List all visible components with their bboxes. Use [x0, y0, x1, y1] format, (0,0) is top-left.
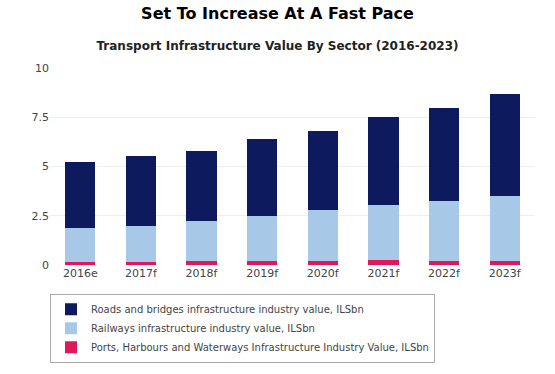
svg-text:2021f: 2021f [368, 267, 401, 280]
svg-text:2018f: 2018f [186, 267, 219, 280]
svg-text:7.5: 7.5 [32, 111, 50, 124]
svg-text:0: 0 [42, 259, 49, 272]
svg-text:Transport Infrastructure Value: Transport Infrastructure Value By Sector… [96, 39, 458, 53]
svg-text:2.5: 2.5 [32, 210, 50, 223]
svg-text:2017f: 2017f [125, 267, 158, 280]
svg-text:2020f: 2020f [307, 267, 340, 280]
svg-text:10: 10 [35, 62, 49, 75]
svg-text:Set To Increase At A Fast Pace: Set To Increase At A Fast Pace [141, 4, 414, 23]
svg-text:Ports, Harbours and Waterways: Ports, Harbours and Waterways Infrastruc… [91, 342, 429, 353]
svg-text:2023f: 2023f [489, 267, 522, 280]
svg-text:Roads and bridges infrastructu: Roads and bridges infrastructure industr… [91, 304, 364, 315]
svg-text:2016e: 2016e [63, 267, 98, 280]
svg-text:2019f: 2019f [246, 267, 279, 280]
svg-text:5: 5 [42, 160, 49, 173]
svg-text:2022f: 2022f [428, 267, 461, 280]
svg-text:Railways infrastructure indust: Railways infrastructure industry value, … [91, 323, 315, 334]
